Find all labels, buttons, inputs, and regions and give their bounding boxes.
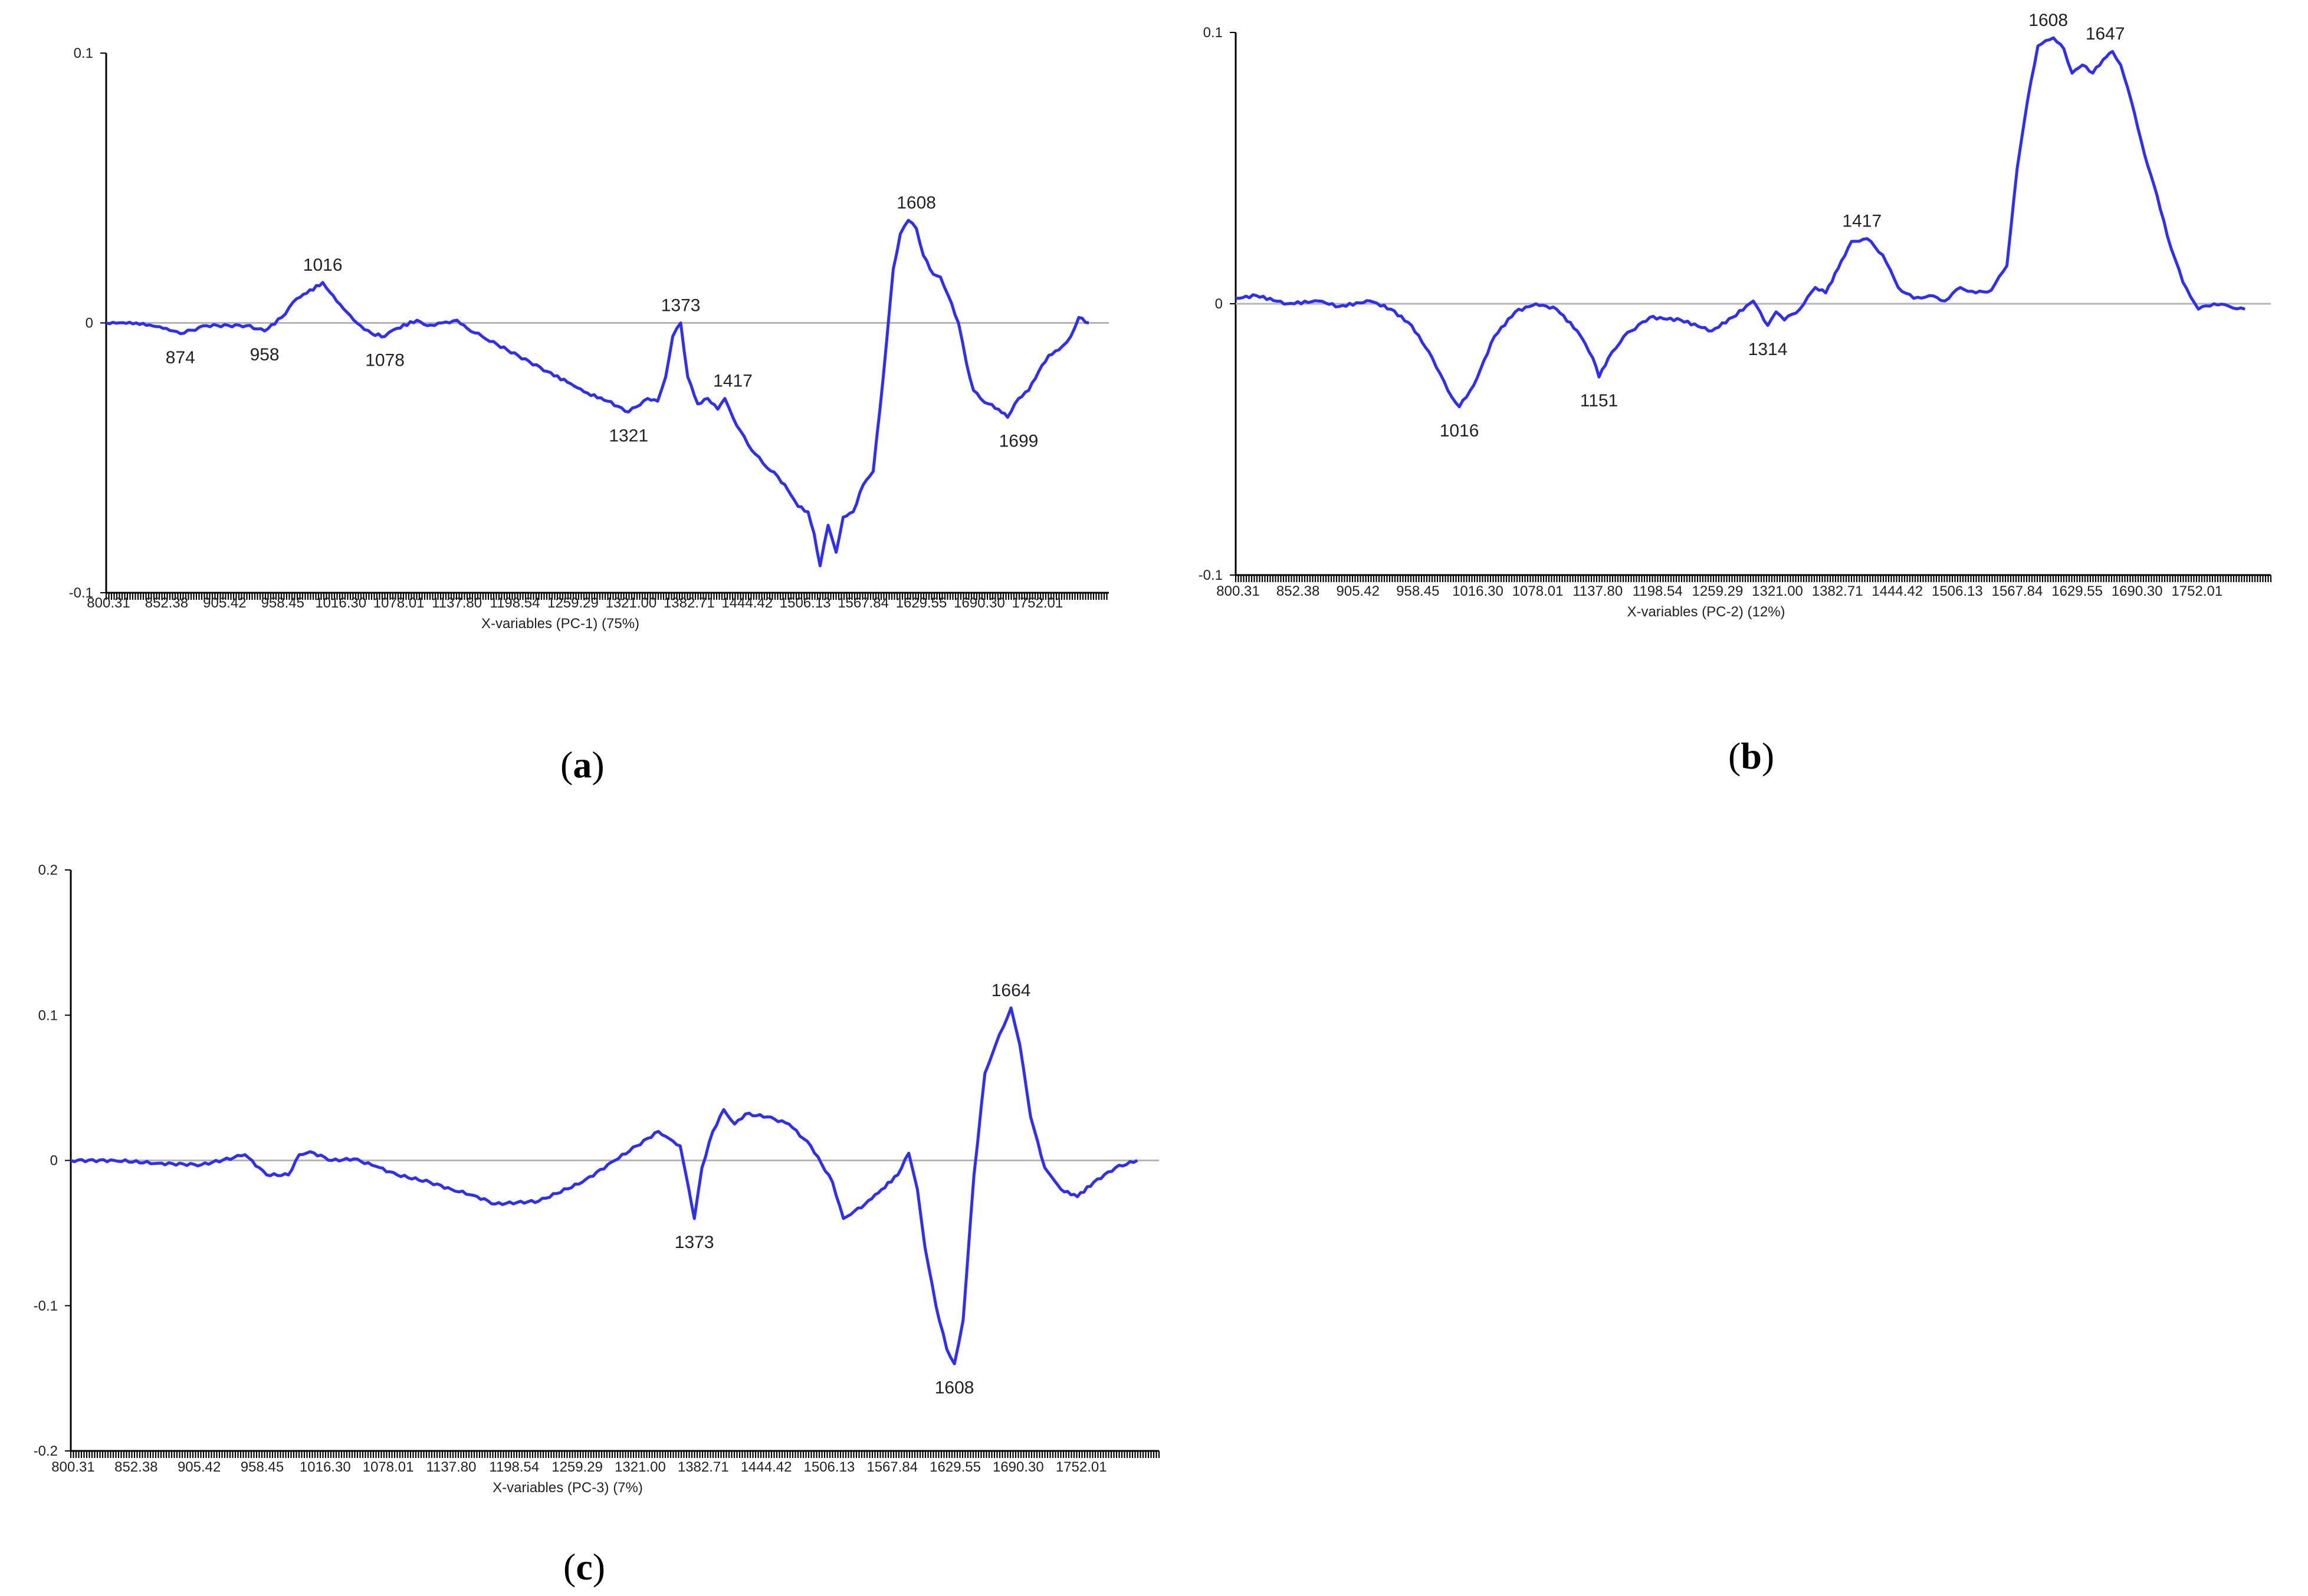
- x-tick-label: 1629.55: [930, 1459, 981, 1475]
- peak-label: 958: [250, 345, 280, 364]
- x-tick-label: 1382.71: [1812, 583, 1863, 599]
- x-tick-label: 1016.30: [315, 595, 366, 611]
- x-tick-label: 1506.13: [804, 1459, 855, 1475]
- x-tick-label: 852.38: [1276, 583, 1319, 599]
- x-tick-label: 1259.29: [547, 595, 599, 611]
- peak-label: 1699: [999, 432, 1039, 451]
- panel-letter-c: c: [576, 1546, 593, 1588]
- x-tick-label: 1321.00: [1752, 583, 1803, 599]
- y-tick-label: 0.2: [38, 862, 58, 878]
- peak-label: 1417: [713, 372, 753, 391]
- x-tick-label: 852.38: [114, 1459, 157, 1475]
- x-tick-label: 1259.29: [1692, 583, 1744, 599]
- x-tick-label: 1752.01: [1056, 1459, 1107, 1475]
- x-tick-label: 1444.42: [721, 595, 773, 611]
- peak-label: 1373: [661, 296, 701, 316]
- peak-label: 1016: [303, 255, 343, 275]
- x-tick-label: 1629.55: [2051, 583, 2103, 599]
- x-tick-label: 1078.01: [1512, 583, 1564, 599]
- peak-label: 1314: [1748, 340, 1788, 359]
- x-tick-label: 958.45: [241, 1459, 284, 1475]
- x-tick-label: 1321.00: [605, 595, 656, 611]
- x-tick-label: 852.38: [145, 595, 188, 611]
- series-line: [70, 1006, 1138, 1365]
- x-minor-ticks: [1235, 575, 2272, 582]
- y-tick-label: 0.1: [1203, 25, 1223, 41]
- x-tick-label: 905.42: [1337, 583, 1380, 599]
- peak-label: 1151: [1580, 391, 1618, 411]
- series-line: [106, 219, 1089, 567]
- peak-label: 1608: [935, 1378, 974, 1397]
- series-line: [1236, 36, 2245, 409]
- x-tick-label: 1629.55: [896, 595, 947, 611]
- peak-label: 1417: [1842, 212, 1882, 231]
- peak-label: 1321: [609, 426, 648, 445]
- peak-label: 1078: [365, 350, 405, 370]
- y-tick-label: -0.1: [1199, 567, 1223, 583]
- peak-label: 1664: [992, 981, 1031, 1000]
- x-tick-label: 1198.54: [490, 595, 540, 611]
- x-tick-label: 1382.71: [664, 595, 715, 611]
- x-tick-label: 800.31: [51, 1459, 94, 1475]
- x-tick-label: 958.45: [261, 595, 304, 611]
- x-tick-label: 1137.80: [426, 1459, 476, 1475]
- x-tick-label: 1690.30: [954, 595, 1005, 611]
- x-tick-label: 1198.54: [489, 1459, 539, 1475]
- y-tick-label: 0: [86, 316, 93, 331]
- panel-label-c: (c): [563, 1546, 606, 1588]
- x-tick-label: 800.31: [1216, 583, 1259, 599]
- x-tick-label: 958.45: [1396, 583, 1439, 599]
- x-tick-label: 1321.00: [615, 1459, 666, 1475]
- x-tick-label: 1078.01: [363, 1459, 414, 1475]
- x-tick-label: 1078.01: [373, 595, 425, 611]
- panel-letter-a: a: [573, 744, 592, 786]
- x-tick-label: 1752.01: [1012, 595, 1063, 611]
- x-tick-label: 905.42: [178, 1459, 221, 1475]
- peak-label: 874: [166, 348, 195, 367]
- x-tick-label: 1690.30: [993, 1459, 1044, 1475]
- x-axis-label: X-variables (PC-3) (7%): [493, 1480, 643, 1496]
- x-tick-label: 1567.84: [866, 1459, 918, 1475]
- x-axis-label: X-variables (PC-1) (75%): [481, 616, 639, 632]
- x-minor-ticks: [70, 1451, 1160, 1458]
- y-tick-label: -0.1: [69, 585, 93, 601]
- x-minor-ticks: [105, 593, 1108, 600]
- x-tick-label: 1752.01: [2171, 583, 2222, 599]
- peak-label: 1608: [2028, 11, 2068, 30]
- peak-label: 1016: [1440, 421, 1479, 441]
- x-tick-label: 1198.54: [1633, 583, 1683, 599]
- panel-letter-b: b: [1741, 735, 1762, 777]
- y-tick-label: 0.1: [38, 1007, 58, 1023]
- x-tick-label: 1567.84: [1992, 583, 2043, 599]
- x-tick-label: 800.31: [87, 595, 130, 611]
- peak-label: 1373: [675, 1233, 714, 1252]
- x-tick-label: 1567.84: [838, 595, 889, 611]
- x-tick-label: 1506.13: [780, 595, 831, 611]
- x-tick-label: 1137.80: [432, 595, 482, 611]
- peak-label: 1608: [897, 193, 936, 213]
- x-tick-label: 1259.29: [551, 1459, 603, 1475]
- panel-label-a: (a): [560, 744, 605, 786]
- x-axis-label: X-variables (PC-2) (12%): [1627, 604, 1785, 620]
- x-tick-label: 1016.30: [1452, 583, 1503, 599]
- x-tick-label: 1016.30: [300, 1459, 351, 1475]
- y-tick-label: -0.2: [34, 1443, 58, 1459]
- y-tick-label: -0.1: [34, 1298, 58, 1314]
- x-tick-label: 1137.80: [1572, 583, 1623, 599]
- y-tick-label: 0: [50, 1153, 58, 1169]
- peak-label: 1647: [2086, 24, 2125, 44]
- panel-label-b: (b): [1728, 735, 1775, 777]
- x-tick-label: 1382.71: [678, 1459, 729, 1475]
- x-tick-label: 1506.13: [1932, 583, 1983, 599]
- x-tick-label: 1690.30: [2112, 583, 2163, 599]
- y-tick-label: 0: [1215, 296, 1223, 312]
- y-tick-label: 0.1: [74, 45, 93, 61]
- x-tick-label: 905.42: [203, 595, 246, 611]
- x-tick-label: 1444.42: [1872, 583, 1923, 599]
- x-tick-label: 1444.42: [741, 1459, 792, 1475]
